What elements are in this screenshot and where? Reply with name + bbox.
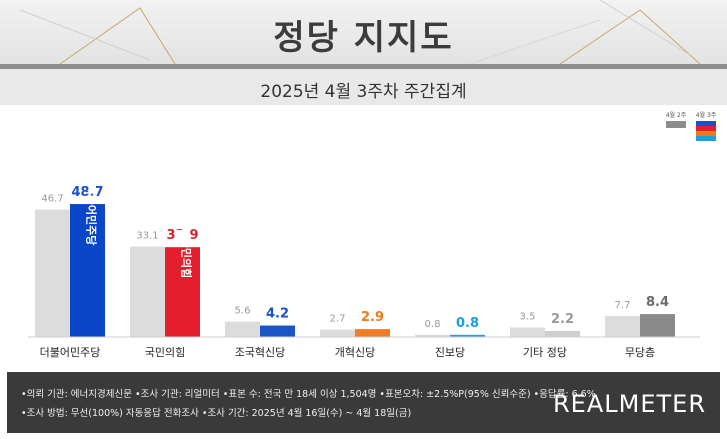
bar-party-name: 더불어민주당 (85, 185, 99, 246)
category-label: 더불어민주당 (40, 346, 101, 359)
category-label: 기타 정당 (523, 346, 567, 359)
subtitle: 2025년 4월 3주차 주간집계 (260, 82, 467, 102)
subtitle-band (0, 69, 727, 105)
header-decoration (19, 0, 701, 64)
bar-party-name: 국민의힘 (180, 238, 194, 278)
legend-curr: 4월 3주 (692, 110, 720, 141)
value-label-current: 48.7 (71, 185, 103, 200)
footer-line-1: •의뢰 기관: 에너지경제신문 •조사 기관: 리얼미터 •표본 수: 전국 만… (21, 389, 596, 400)
legend-curr-swatch-stripe (696, 121, 716, 126)
bar-prev (510, 327, 545, 337)
legend-curr-swatch-stripe (696, 126, 716, 131)
value-label-prev: 2.7 (330, 314, 346, 325)
bar-current (260, 325, 295, 337)
bar-current (355, 329, 390, 337)
header: 정당 지지도 (0, 0, 727, 68)
value-label-prev: 3.5 (520, 311, 536, 322)
footer: •의뢰 기관: 에너지경제신문 •조사 기관: 리얼미터 •표본 수: 전국 만… (7, 372, 720, 433)
bar-prev (605, 315, 640, 337)
legend-prev-swatch (666, 121, 686, 128)
value-label-prev: 5.6 (235, 306, 251, 317)
bar-current (450, 334, 485, 337)
value-label-prev: 0.8 (425, 319, 441, 330)
legend-curr-label: 4월 3주 (695, 112, 717, 119)
category-label: 진보당 (435, 346, 465, 359)
category-label: 국민의힘 (145, 346, 185, 359)
value-label-prev: 7.7 (615, 300, 631, 311)
party-emblem-icon (176, 230, 188, 242)
bar-prev (415, 334, 450, 337)
legend-prev-label: 4월 2주 (665, 112, 687, 119)
bar-prev (130, 246, 165, 337)
legend-curr-swatch (692, 121, 720, 141)
page-title: 정당 지지도 (273, 18, 454, 58)
value-label-prev: 33.1 (136, 231, 158, 242)
value-label-current: 0.8 (456, 316, 479, 331)
bar-chart: 46.748.7더불어민주당33.132.9국민의힘5.64.2조국혁신당2.7… (28, 185, 700, 359)
bar-current (165, 247, 200, 337)
value-label-current: 2.2 (551, 312, 574, 327)
value-label-current: 4.2 (266, 307, 289, 322)
value-label-current: 8.4 (646, 295, 669, 310)
bar-prev (225, 321, 260, 337)
bar-current (640, 314, 675, 337)
bar-prev (320, 329, 355, 337)
category-label: 개혁신당 (335, 346, 375, 359)
value-label-prev: 46.7 (41, 194, 63, 205)
brand-logo: REALMETER (553, 390, 706, 418)
footer-line-2: •조사 방법: 무선(100%) 자동응답 전화조사 •조사 기간: 2025년… (21, 408, 412, 419)
legend-prev: 4월 2주 (662, 110, 690, 128)
header-divider (0, 64, 727, 69)
bar-prev (35, 209, 70, 337)
value-label-current: 2.9 (361, 310, 384, 325)
category-label: 조국혁신당 (235, 346, 286, 359)
bar-current (70, 204, 105, 337)
category-label: 무당층 (625, 346, 655, 359)
bar-current (545, 330, 580, 337)
legend-curr-swatch-stripe (696, 131, 716, 136)
legend-curr-swatch-stripe (696, 136, 716, 141)
